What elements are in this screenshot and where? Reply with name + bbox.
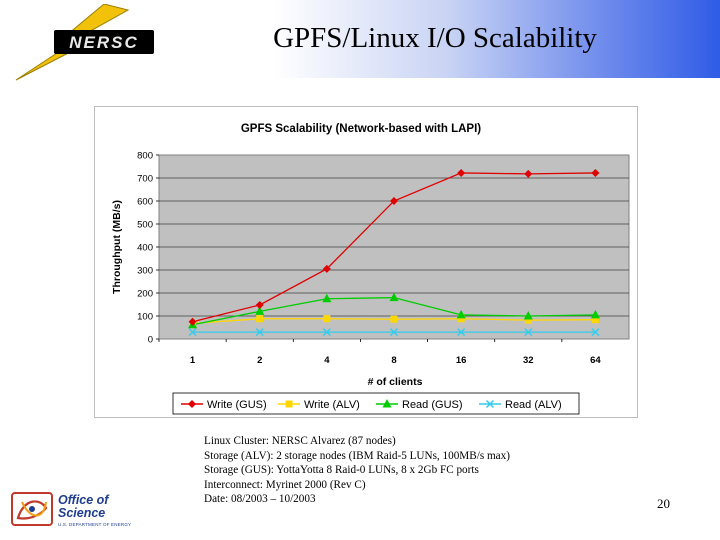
point-read-alv-0: [188, 328, 197, 337]
xtick-label-8: 8: [391, 355, 396, 366]
point-read-gus-3: [389, 292, 399, 302]
point-write-alv-3: [390, 315, 398, 323]
xtick-label-32: 32: [523, 355, 534, 366]
note-cluster: Linux Cluster: NERSC Alvarez (87 nodes): [204, 435, 396, 447]
oos-line2: Science: [58, 506, 106, 520]
nersc-logo-plate: [54, 30, 154, 54]
ytick-label-200: 200: [137, 289, 153, 300]
point-write-alv-1: [256, 315, 264, 323]
notes-block: Linux Cluster: NERSC Alvarez (87 nodes) …: [204, 434, 644, 507]
note-interconnect: Interconnect: Myrinet 2000 (Rev C): [204, 478, 366, 491]
ytick-label-600: 600: [137, 197, 153, 208]
ytick-label-100: 100: [137, 312, 153, 323]
legend-label-write-gus: Write (GUS): [207, 399, 267, 411]
point-read-alv-4: [457, 328, 466, 337]
note-storage-gus: Storage (GUS): YottaYotta 8 Raid-0 LUNs,…: [204, 464, 479, 477]
ytick-label-400: 400: [137, 243, 153, 254]
point-read-gus-4: [456, 309, 466, 319]
page-number: 20: [657, 496, 670, 511]
slide-title: GPFS/Linux I/O Scalability: [273, 22, 597, 54]
office-of-science-text: Office of Science: [58, 494, 108, 520]
doe-subtitle: U.S. DEPARTMENT OF ENERGY: [58, 522, 132, 527]
point-read-gus-1: [255, 306, 265, 315]
ytick-label-700: 700: [137, 174, 153, 185]
point-read-gus-5: [523, 311, 533, 320]
oos-line1: Office of: [58, 493, 109, 507]
point-write-gus-6: [591, 168, 600, 177]
legend-marker-read-alv: [485, 399, 495, 409]
point-read-alv-5: [524, 328, 533, 337]
point-read-gus-2: [322, 293, 332, 303]
ytick-label-300: 300: [137, 266, 153, 277]
chart-title: GPFS Scalability (Network-based with LAP…: [241, 123, 481, 135]
point-write-gus-2: [322, 264, 331, 273]
chart-area: GPFS Scalability (Network-based with LAP…: [94, 106, 638, 418]
point-read-gus-6: [590, 309, 600, 319]
ytick-label-0: 0: [148, 335, 153, 346]
point-write-gus-4: [457, 168, 466, 177]
xtick-label-4: 4: [324, 355, 330, 366]
point-read-alv-2: [322, 328, 331, 337]
point-write-gus-0: [188, 317, 197, 326]
point-read-alv-6: [591, 328, 600, 337]
point-write-gus-1: [255, 300, 264, 309]
nersc-logo-text: NERSC: [69, 33, 139, 52]
xtick-label-64: 64: [590, 355, 601, 366]
ytick-label-800: 800: [137, 151, 153, 162]
legend-label-read-alv: Read (ALV): [505, 399, 562, 411]
note-date: Date: 08/2003 – 10/2003: [204, 493, 316, 506]
point-read-alv-1: [255, 328, 264, 337]
point-write-gus-5: [524, 169, 533, 178]
xtick-label-1: 1: [190, 355, 196, 366]
point-write-alv-4: [457, 315, 465, 323]
office-of-science-logo: [11, 492, 53, 526]
note-storage-alv: Storage (ALV): 2 storage nodes (IBM Raid…: [204, 449, 510, 462]
legend-label-write-alv: Write (ALV): [304, 399, 360, 411]
point-write-alv-6: [591, 316, 599, 324]
point-write-alv-2: [323, 315, 331, 323]
y-axis-label: Throughput (MB/s): [111, 200, 123, 294]
xtick-label-2: 2: [257, 355, 262, 366]
legend-marker-read-gus: [382, 399, 392, 408]
x-axis-label: # of clients: [368, 376, 423, 388]
legend-label-read-gus: Read (GUS): [402, 399, 463, 411]
legend-marker-write-gus: [188, 400, 196, 408]
point-write-gus-3: [390, 197, 398, 205]
point-write-alv-5: [524, 316, 532, 324]
line-chart: GPFS Scalability (Network-based with LAP…: [111, 123, 630, 415]
ytick-label-500: 500: [137, 220, 153, 231]
atom-swirl-icon: [16, 500, 48, 520]
legend-marker-write-alv: [285, 400, 293, 408]
xtick-label-16: 16: [456, 355, 467, 366]
nersc-logo: NERSC: [15, 4, 154, 81]
point-read-alv-3: [389, 328, 399, 337]
